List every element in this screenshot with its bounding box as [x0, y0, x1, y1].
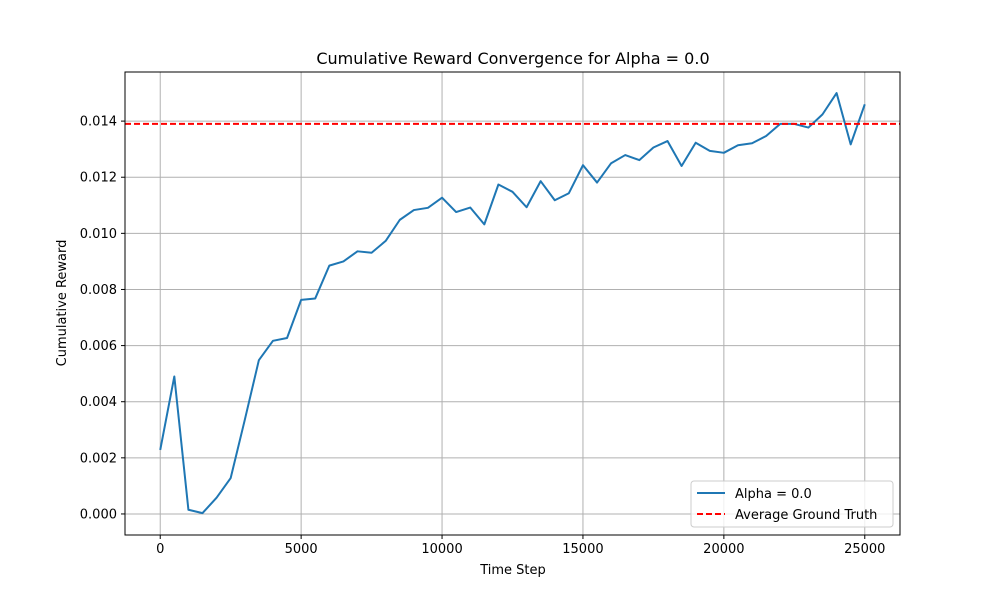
axes-frame	[124, 71, 901, 536]
y-tick-label: 0.008	[80, 283, 117, 298]
y-tick-label: 0.010	[80, 227, 117, 242]
x-tick-label: 5000	[285, 542, 318, 557]
chart-title: Cumulative Reward Convergence for Alpha …	[316, 49, 709, 68]
y-tick-label: 0.006	[80, 339, 117, 354]
y-tick-label: 0.012	[80, 171, 117, 186]
x-tick-label: 15000	[562, 542, 603, 557]
y-tick-label: 0.004	[80, 395, 117, 410]
y-tick-label: 0.002	[80, 451, 117, 466]
x-tick-label: 10000	[421, 542, 462, 557]
grid-lines	[125, 72, 900, 535]
legend: Alpha = 0.0 Average Ground Truth	[690, 480, 894, 528]
series-line-alpha	[159, 92, 866, 515]
legend-label-alpha: Alpha = 0.0	[735, 487, 812, 502]
y-axis-label: Cumulative Reward	[55, 240, 70, 367]
x-tick-label: 25000	[844, 542, 885, 557]
axis-ticks: 0 5000 10000 15000 20000 25000 0.000 0.002 0.004…	[80, 115, 886, 557]
legend-box	[690, 480, 894, 528]
x-tick-label: 20000	[703, 542, 744, 557]
y-tick-label: 0.000	[80, 507, 117, 522]
x-axis-label: Time Step	[479, 563, 546, 578]
plot-lines	[125, 92, 900, 515]
legend-label-ground-truth: Average Ground Truth	[735, 508, 877, 523]
x-tick-label: 0	[156, 542, 164, 557]
y-tick-label: 0.014	[80, 115, 117, 130]
